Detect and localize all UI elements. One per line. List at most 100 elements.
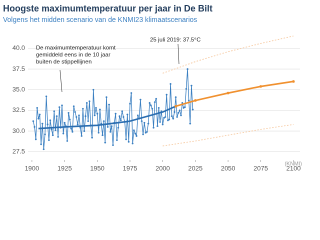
data-point — [68, 118, 71, 121]
x-tick-label: 1925 — [57, 166, 72, 173]
data-point — [55, 115, 58, 118]
data-point — [53, 110, 56, 113]
data-point — [182, 107, 185, 109]
data-point — [147, 122, 150, 125]
data-point — [42, 148, 45, 151]
x-tick-label: 2075 — [254, 166, 269, 173]
data-point — [40, 143, 42, 146]
data-point — [95, 107, 97, 109]
data-point — [153, 101, 156, 104]
annotation-arrow — [177, 43, 180, 65]
data-point — [37, 117, 40, 120]
data-point — [54, 129, 57, 132]
data-point — [146, 130, 148, 133]
data-point — [51, 134, 54, 137]
data-point — [186, 68, 189, 70]
data-point — [72, 105, 75, 108]
data-point — [99, 108, 101, 111]
data-point — [189, 122, 192, 125]
data-point — [79, 126, 82, 129]
data-point — [163, 116, 165, 119]
data-point — [177, 111, 180, 114]
data-point — [117, 126, 120, 129]
data-point — [119, 119, 122, 122]
x-tick-label: 1950 — [90, 166, 105, 173]
data-point — [184, 106, 186, 108]
annotation: buiten de stippellijnen — [36, 60, 92, 66]
annotation: 25 juli 2019: 37.5°C — [150, 38, 201, 44]
data-point — [190, 84, 193, 87]
data-point — [102, 120, 105, 123]
data-point — [38, 113, 41, 116]
x-tick-label: 2050 — [221, 166, 236, 173]
data-point — [34, 138, 37, 141]
data-point — [151, 107, 154, 110]
data-point — [144, 131, 147, 134]
data-point — [80, 135, 83, 137]
data-point — [96, 112, 99, 115]
data-point — [140, 120, 143, 123]
data-point — [178, 109, 181, 112]
y-tick-label: 30.0 — [12, 128, 25, 135]
data-point — [129, 102, 131, 105]
data-point — [46, 123, 49, 126]
data-point — [97, 131, 100, 134]
y-tick-label: 40.0 — [12, 45, 25, 52]
annotation: gemiddeld eens in de 10 jaar — [36, 53, 111, 59]
data-point — [78, 114, 80, 117]
series-line — [162, 124, 294, 147]
x-tick-label: 2000 — [155, 166, 170, 173]
data-point — [125, 138, 127, 141]
data-point — [36, 107, 39, 109]
data-point — [292, 80, 295, 83]
data-point — [93, 114, 96, 117]
annotation-arrow — [59, 69, 63, 93]
data-point — [71, 130, 74, 133]
data-point — [152, 126, 155, 129]
data-point — [142, 133, 144, 136]
data-point — [57, 135, 59, 138]
chart-title: Hoogste maximumtemperatuur per jaar in D… — [3, 3, 213, 13]
data-point — [167, 119, 169, 122]
data-point — [114, 112, 117, 115]
chart-subtitle: Volgens het midden scenario van de KNMI2… — [3, 17, 198, 24]
data-point — [156, 125, 159, 128]
data-point — [76, 123, 79, 126]
data-point — [155, 97, 158, 100]
data-point — [49, 119, 52, 122]
annotation: De maximumtemperatuur komt — [36, 46, 116, 52]
source: (KNMI) — [285, 161, 303, 167]
data-point — [170, 115, 173, 118]
x-tick-label: 1900 — [25, 166, 40, 173]
data-point — [70, 127, 73, 130]
data-point — [148, 102, 151, 104]
data-point — [161, 123, 164, 126]
data-point — [85, 102, 88, 104]
data-point — [143, 121, 146, 124]
data-point — [75, 116, 78, 118]
data-point — [131, 142, 134, 145]
y-tick-label: 32.5 — [12, 107, 25, 114]
data-point — [176, 116, 178, 118]
x-tick-label: 1975 — [123, 166, 138, 173]
data-point — [104, 141, 107, 144]
data-point — [88, 100, 91, 103]
data-point — [118, 115, 121, 118]
data-point — [133, 129, 135, 132]
x-tick-label: 2025 — [188, 166, 203, 173]
data-point — [82, 107, 84, 110]
data-point — [168, 118, 171, 121]
x-tick-label: 2100 — [286, 166, 301, 173]
series-line — [38, 105, 177, 130]
data-point — [87, 120, 90, 123]
y-tick-label: 27.5 — [12, 148, 25, 155]
data-point — [159, 121, 161, 123]
data-point — [169, 83, 172, 85]
data-point — [135, 135, 138, 137]
data-point — [74, 111, 76, 113]
data-point — [150, 104, 152, 107]
data-point — [63, 121, 66, 124]
data-point — [105, 96, 108, 99]
data-point — [136, 114, 139, 117]
data-point — [157, 107, 160, 109]
